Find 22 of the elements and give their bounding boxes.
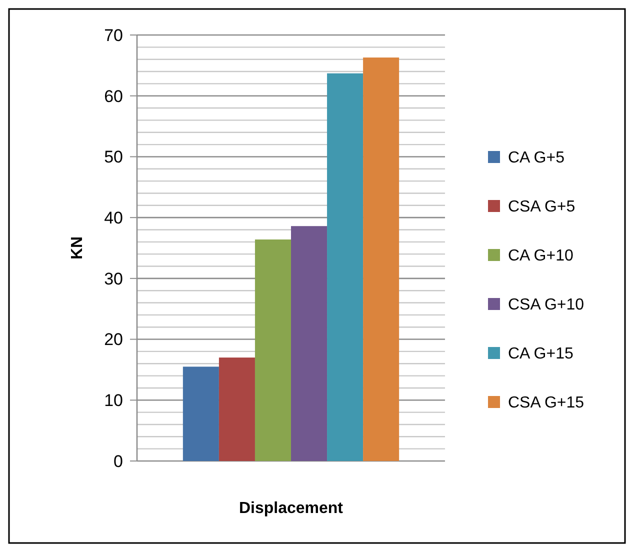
bar bbox=[327, 73, 364, 461]
bar bbox=[291, 226, 328, 461]
y-tick-label: 20 bbox=[104, 330, 123, 350]
y-tick-label: 30 bbox=[104, 269, 123, 288]
y-tick-label: 40 bbox=[104, 208, 123, 228]
legend-label: CSA G+15 bbox=[508, 394, 584, 412]
y-axis-title: KN bbox=[69, 236, 86, 260]
y-tick-label: 70 bbox=[104, 26, 123, 45]
y-tick-label: 10 bbox=[104, 391, 123, 410]
legend-label: CA G+10 bbox=[508, 248, 574, 265]
y-tick-label: 0 bbox=[114, 452, 123, 471]
legend-label: CA G+15 bbox=[508, 346, 574, 363]
y-tick-label: 50 bbox=[104, 148, 123, 167]
legend-label: CSA G+5 bbox=[508, 198, 576, 216]
bar bbox=[218, 358, 255, 461]
y-tick-label: 60 bbox=[104, 86, 123, 106]
legend-label: CA G+5 bbox=[508, 150, 565, 167]
legend-label: CSA G+10 bbox=[508, 296, 584, 314]
x-axis-title: Displacement bbox=[238, 500, 344, 517]
bar bbox=[182, 366, 219, 461]
bar bbox=[254, 239, 291, 461]
bar bbox=[363, 58, 400, 461]
